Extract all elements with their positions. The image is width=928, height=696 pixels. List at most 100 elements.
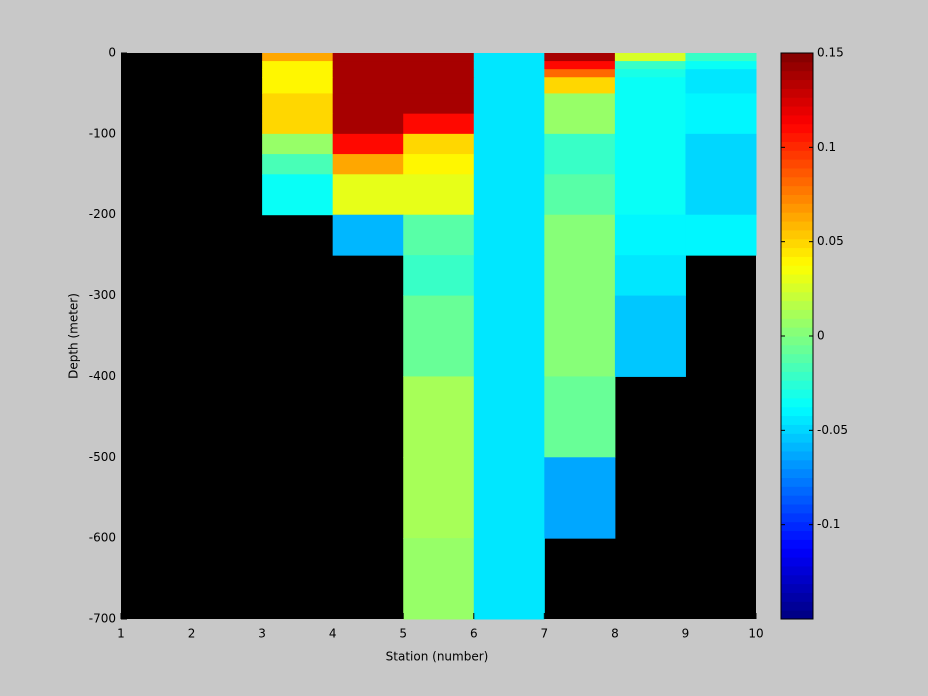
heat-cell bbox=[685, 93, 757, 115]
heat-cell bbox=[332, 133, 404, 155]
heat-cell bbox=[544, 93, 616, 115]
heat-cell bbox=[332, 61, 404, 70]
colorbar-swatch bbox=[781, 53, 813, 63]
colorbar-swatch bbox=[781, 61, 813, 72]
heat-cell bbox=[473, 133, 545, 155]
colorbar-tick-label: 0.1 bbox=[817, 140, 836, 154]
colorbar-swatch bbox=[781, 362, 813, 372]
heat-cell bbox=[403, 295, 475, 377]
y-tick-label: -400 bbox=[89, 369, 116, 383]
heat-cell bbox=[473, 376, 545, 458]
colorbar-swatch bbox=[781, 495, 813, 505]
y-tick-label: -600 bbox=[89, 531, 116, 545]
colorbar-swatch bbox=[781, 557, 813, 567]
colorbar-swatch bbox=[781, 389, 813, 399]
heat-cell bbox=[403, 154, 475, 175]
heat-cell bbox=[473, 457, 545, 539]
colorbar-swatch bbox=[781, 450, 813, 461]
heat-cell bbox=[685, 69, 757, 78]
heat-cell bbox=[473, 61, 545, 70]
heat-cell bbox=[685, 61, 757, 70]
x-tick-label: 10 bbox=[748, 627, 763, 641]
colorbar-swatch bbox=[781, 309, 813, 319]
colorbar-swatch bbox=[781, 442, 813, 452]
heat-cell bbox=[403, 174, 475, 216]
heat-cell bbox=[544, 214, 616, 256]
colorbar-swatch bbox=[781, 70, 813, 81]
heat-cell bbox=[544, 174, 616, 216]
heat-cell bbox=[262, 61, 334, 70]
colorbar-swatch bbox=[781, 265, 813, 275]
x-tick-label: 3 bbox=[258, 627, 266, 641]
colorbar-swatch bbox=[781, 318, 813, 328]
colorbar-swatch bbox=[781, 592, 813, 602]
heat-cell bbox=[614, 77, 686, 94]
colorbar-swatch bbox=[781, 601, 813, 611]
colorbar-swatch bbox=[781, 530, 813, 540]
colorbar-swatch bbox=[781, 141, 813, 151]
x-tick-label: 5 bbox=[399, 627, 407, 641]
colorbar-swatch bbox=[781, 380, 813, 390]
heat-cell bbox=[544, 255, 616, 297]
heat-cell bbox=[614, 133, 686, 155]
colorbar-swatch bbox=[781, 327, 813, 337]
x-tick-label: 9 bbox=[682, 627, 690, 641]
heat-cell bbox=[332, 93, 404, 115]
y-tick-label: -500 bbox=[89, 450, 116, 464]
heat-cell bbox=[332, 53, 404, 62]
heat-cell bbox=[332, 77, 404, 94]
heat-cell bbox=[403, 61, 475, 70]
colorbar-swatch bbox=[781, 539, 813, 549]
heat-cell bbox=[403, 133, 475, 155]
heat-cell bbox=[685, 133, 757, 155]
heat-cell bbox=[473, 154, 545, 175]
x-tick-label: 4 bbox=[329, 627, 337, 641]
heat-cell bbox=[262, 154, 334, 175]
heat-cell bbox=[403, 93, 475, 115]
heat-cell bbox=[262, 53, 334, 62]
heat-cell bbox=[262, 77, 334, 94]
colorbar-tick-label: 0.05 bbox=[817, 234, 844, 248]
x-tick-label: 7 bbox=[541, 627, 549, 641]
heat-cell bbox=[685, 174, 757, 216]
heat-cell bbox=[473, 174, 545, 216]
heat-cell bbox=[685, 154, 757, 175]
heat-cell bbox=[473, 77, 545, 94]
colorbar-swatch bbox=[781, 565, 813, 576]
colorbar-swatch bbox=[781, 256, 813, 266]
colorbar-swatch bbox=[781, 274, 813, 284]
heat-cell bbox=[403, 376, 475, 458]
colorbar-swatch bbox=[781, 415, 813, 425]
heat-cell bbox=[332, 113, 404, 135]
heat-cell bbox=[473, 255, 545, 297]
y-tick-label: -300 bbox=[89, 288, 116, 302]
colorbar-swatch bbox=[781, 282, 813, 293]
colorbar-swatch bbox=[781, 521, 813, 532]
colorbar-swatch bbox=[781, 477, 813, 487]
heat-cell bbox=[544, 295, 616, 377]
heat-cell bbox=[332, 214, 404, 256]
colorbar-swatch bbox=[781, 167, 813, 178]
heat-cell bbox=[544, 61, 616, 70]
heat-cell bbox=[544, 113, 616, 135]
colorbar-swatch bbox=[781, 132, 813, 142]
colorbar-swatch bbox=[781, 106, 813, 116]
heat-cell bbox=[685, 53, 757, 62]
heat-cell bbox=[332, 69, 404, 78]
colorbar-swatch bbox=[781, 512, 813, 523]
x-tick-label: 1 bbox=[117, 627, 125, 641]
colorbar-swatch bbox=[781, 371, 813, 381]
heat-cell bbox=[403, 53, 475, 62]
colorbar-swatch bbox=[781, 194, 813, 204]
colorbar-swatch bbox=[781, 238, 813, 249]
colorbar-tick-label: -0.05 bbox=[817, 423, 848, 437]
colorbar-swatch bbox=[781, 79, 813, 89]
heat-cell bbox=[403, 255, 475, 297]
colorbar-swatch bbox=[781, 203, 813, 213]
heat-cell bbox=[614, 154, 686, 175]
heat-cell bbox=[332, 154, 404, 175]
heat-cell bbox=[332, 174, 404, 216]
heat-cell bbox=[473, 53, 545, 62]
heat-cell bbox=[614, 53, 686, 62]
